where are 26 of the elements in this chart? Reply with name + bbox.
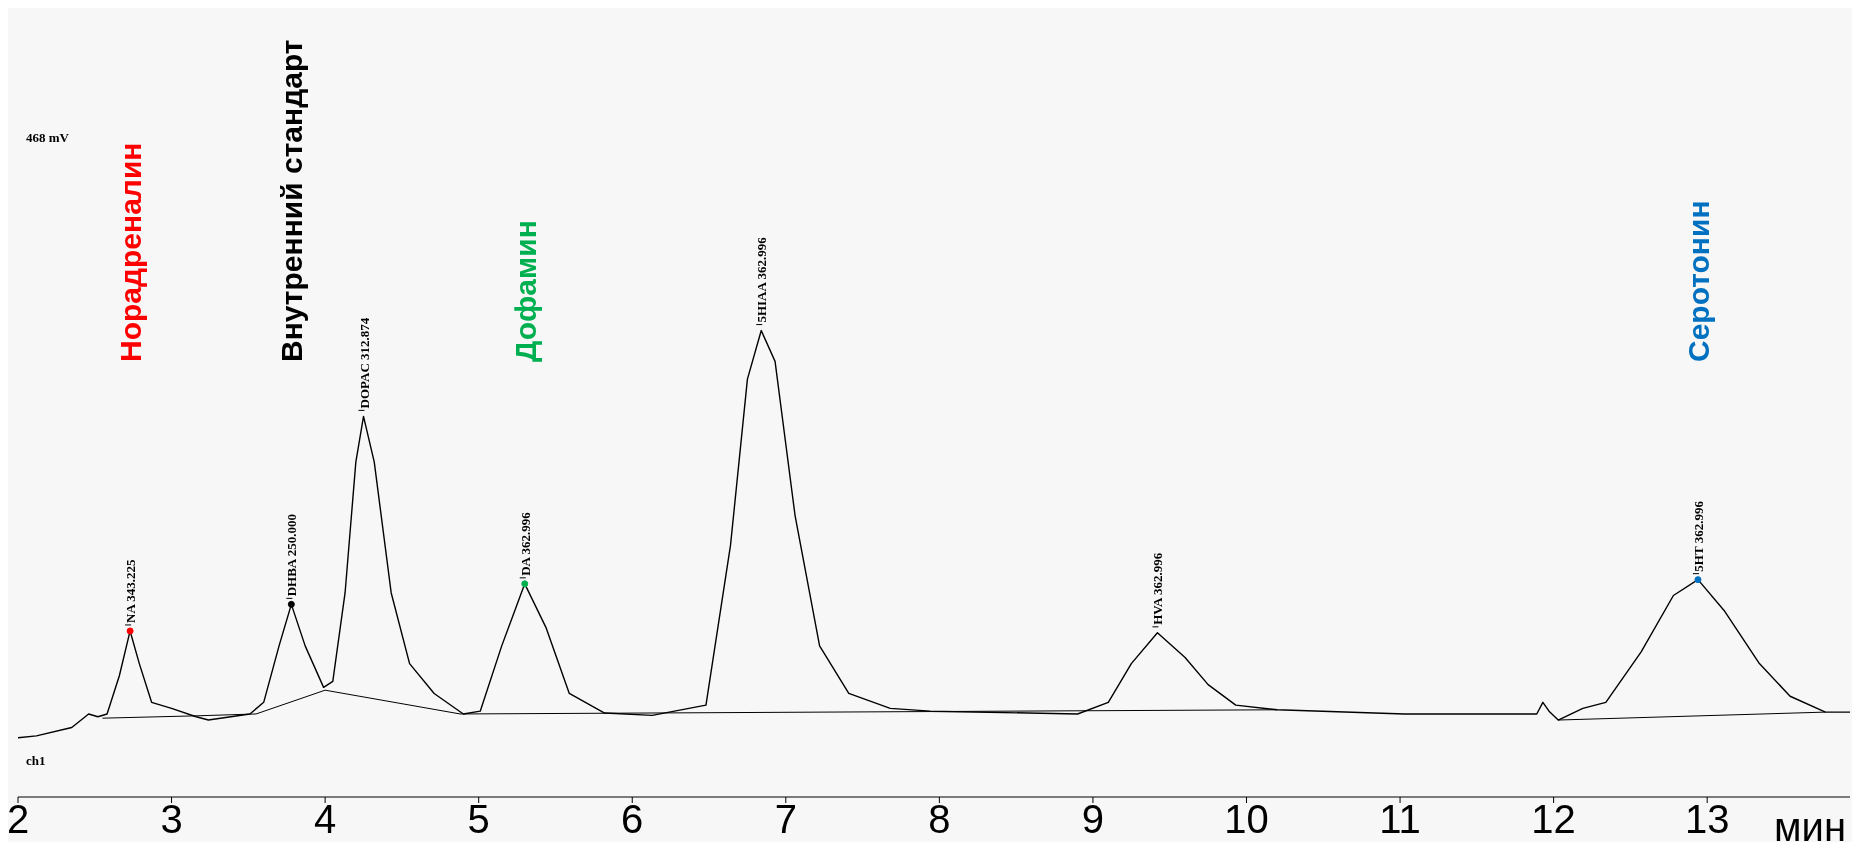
annotation: HVA 362.996: [1150, 552, 1166, 625]
x-axis-title: мин: [1774, 805, 1846, 849]
x-tick-label: 13: [1684, 797, 1730, 842]
x-tick-label: 6: [621, 797, 644, 842]
x-tick-label: 7: [774, 797, 797, 842]
x-tick-label: 9: [1081, 797, 1105, 842]
x-tick-label: 10: [1224, 797, 1269, 842]
x-tick-label: 11: [1379, 797, 1421, 842]
text: Норадреналин: [114, 142, 148, 362]
annotation: DHBA 250.000: [284, 514, 300, 597]
annotation: DA 362.996: [517, 511, 533, 576]
text: 468 mV: [26, 130, 70, 145]
x-tick-label: 12: [1531, 797, 1576, 842]
annotation: NA 343.225: [123, 558, 139, 623]
text: Дофамин: [508, 220, 542, 362]
annotation: 5HIAA 362.996: [754, 236, 770, 323]
x-tick-label: 4: [314, 797, 337, 842]
annotation: DOPAC 312.874: [356, 317, 372, 409]
text: Внутренний стандарт: [275, 39, 309, 362]
text: Серотонин: [1681, 200, 1715, 362]
annotation: 5HT 362.996: [1690, 500, 1706, 572]
x-tick-label: 5: [467, 797, 490, 842]
x-tick-label: 2: [6, 797, 30, 842]
x-tick-label: 3: [160, 797, 183, 842]
annotation: ch1: [26, 753, 46, 768]
x-tick-label: 8: [928, 797, 951, 842]
